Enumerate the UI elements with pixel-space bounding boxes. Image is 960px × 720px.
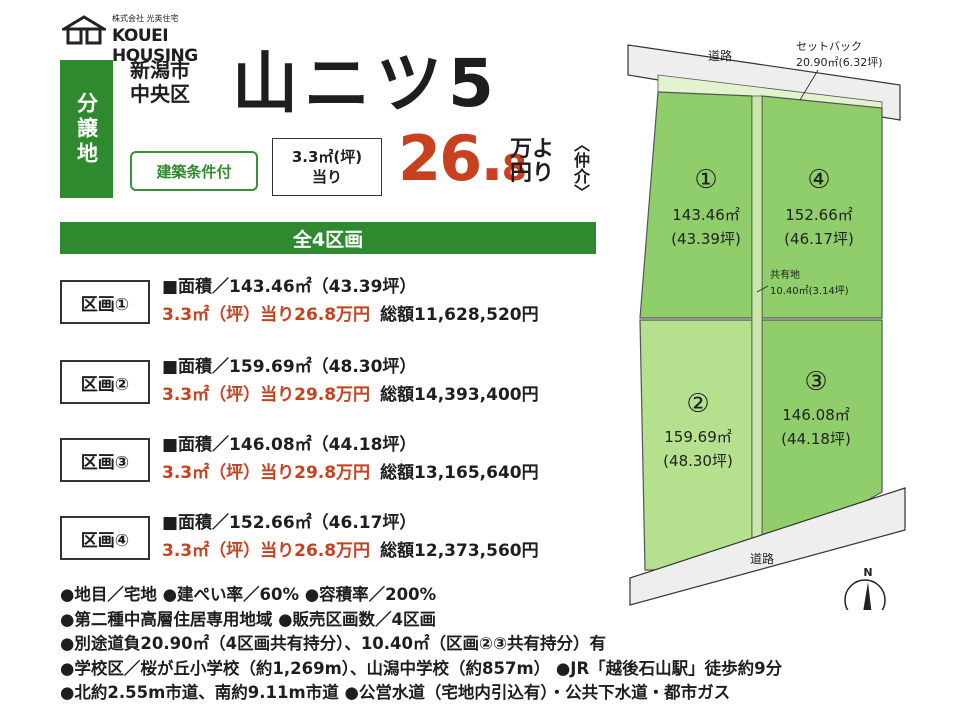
lot-tag: 区画③ [60, 438, 150, 482]
parcel-3-number: ③ [804, 367, 827, 397]
site-plan-map: 道路 セットバック 20.90㎡(6.32坪) ① 143.46㎡ (43.39… [627, 40, 906, 610]
parcel-1-sqm: 143.46㎡ [672, 206, 740, 224]
city-name: 新潟市 中央区 [130, 58, 190, 106]
bottom-road-label: 道路 [750, 551, 774, 566]
parcel-4-tsubo: (46.17坪) [784, 230, 854, 248]
shared-label: 共有地 [770, 268, 800, 281]
setback-label: セットバック [796, 40, 862, 53]
lot-row: 区画④ ■面積／152.66㎡（46.17坪） 3.3㎡（坪）当り26.8万円総… [60, 506, 600, 568]
lot-tag: 区画① [60, 280, 150, 324]
property-notes: ●地目／宅地 ●建ぺい率／60% ●容積率／200% ●第二種中高層住居専用地域… [60, 583, 782, 706]
company-name: KOUEI HOUSING [112, 26, 198, 66]
category-badge: 分譲地 [60, 60, 113, 198]
parcel-3-tsubo: (44.18坪) [781, 430, 851, 448]
per-unit-box: 3.3㎡(坪) 当り [272, 138, 382, 196]
price-unit: 万よ 円り [510, 137, 555, 186]
lot-row: 区画① ■面積／143.46㎡（43.39坪） 3.3㎡（坪）当り26.8万円総… [60, 270, 600, 332]
note-line: ●北約2.55m市道、南約9.11m市道 ●公営水道（宅地内引込有）・公共下水道… [60, 683, 731, 702]
parcel-2-tsubo: (48.30坪) [663, 452, 733, 470]
note-line: ●地目／宅地 ●建ぺい率／60% ●容積率／200% [60, 585, 437, 604]
lot-row: 区画③ ■面積／146.08㎡（44.18坪） 3.3㎡（坪）当り29.8万円総… [60, 428, 600, 490]
parcel-2-sqm: 159.69㎡ [664, 428, 732, 446]
shared-strip [751, 95, 763, 561]
setback-area: 20.90㎡(6.32坪) [796, 56, 883, 69]
north-arrow-icon: N [844, 566, 886, 610]
lot-area: ■面積／143.46㎡（43.39坪） [162, 277, 417, 297]
company-logo: 株式会社 光英住宅 KOUEI HOUSING [62, 13, 252, 66]
company-small-name: 株式会社 光英住宅 [112, 14, 179, 23]
parcel-4-number: ④ [807, 165, 830, 195]
parcel-1-number: ① [694, 165, 717, 195]
house-logo-icon [62, 15, 106, 45]
lot-price-line: 3.3㎡（坪）当り26.8万円 総額12,373,560円 [162, 541, 539, 561]
lot-price-line: 3.3㎡（坪）当り26.8万円 総額11,628,520円 [162, 305, 539, 325]
parcel-1-shape [639, 91, 753, 319]
lot-price-line: 3.3㎡（坪）当り29.8万円 総額13,165,640円 [162, 463, 539, 483]
all-lots-bar: 全4区画 [60, 222, 596, 254]
svg-text:N: N [863, 566, 872, 579]
lot-area: ■面積／146.08㎡（44.18坪） [162, 435, 417, 455]
shared-area: 10.40㎡(3.14坪) [770, 284, 849, 297]
parcel-2-number: ② [686, 389, 709, 419]
lot-area: ■面積／159.69㎡（48.30坪） [162, 357, 417, 377]
parcel-1-tsubo: (43.39坪) [671, 230, 741, 248]
note-line: ●別途道負20.90㎡（4区画共有持分）、10.40㎡（区画②③共有持分）有 [60, 634, 606, 653]
lot-tag: 区画④ [60, 516, 150, 560]
parcel-4-sqm: 152.66㎡ [785, 206, 853, 224]
price-value: 26.8 [398, 122, 527, 195]
lot-tag: 区画② [60, 360, 150, 404]
parcel-3-sqm: 146.08㎡ [782, 406, 850, 424]
top-road-label: 道路 [708, 48, 732, 63]
note-line: ●学校区／桜が丘小学校（約1,269m）、山潟中学校（約857m） ●JR「越後… [60, 658, 783, 678]
condition-badge: 建築条件付 [130, 151, 258, 191]
area-name: 山ニツ5 [232, 45, 500, 122]
note-line: ●第二種中高層住居専用地域 ●販売区画数／4区画 [60, 609, 437, 629]
lot-row: 区画② ■面積／159.69㎡（48.30坪） 3.3㎡（坪）当り29.8万円総… [60, 350, 600, 412]
bottom-road [629, 487, 906, 606]
lot-price-line: 3.3㎡（坪）当り29.8万円 総額14,393,400円 [162, 385, 539, 405]
agent-note: 〈仲介〉 [571, 136, 590, 200]
lot-area: ■面積／152.66㎡（46.17坪） [162, 513, 417, 533]
